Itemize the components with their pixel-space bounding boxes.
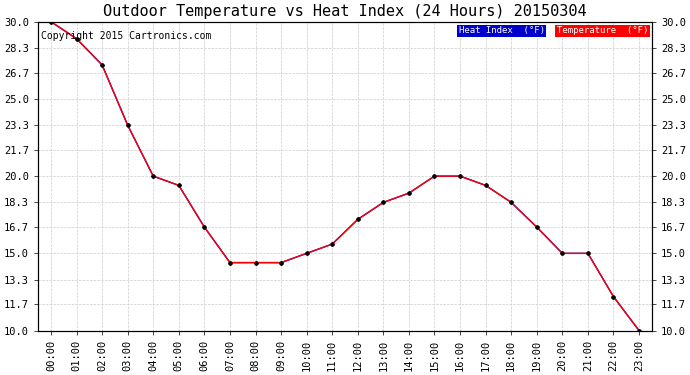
Text: Copyright 2015 Cartronics.com: Copyright 2015 Cartronics.com bbox=[41, 31, 212, 41]
Text: Heat Index  (°F): Heat Index (°F) bbox=[459, 26, 544, 35]
Text: Temperature  (°F): Temperature (°F) bbox=[557, 26, 648, 35]
Title: Outdoor Temperature vs Heat Index (24 Hours) 20150304: Outdoor Temperature vs Heat Index (24 Ho… bbox=[104, 4, 586, 19]
